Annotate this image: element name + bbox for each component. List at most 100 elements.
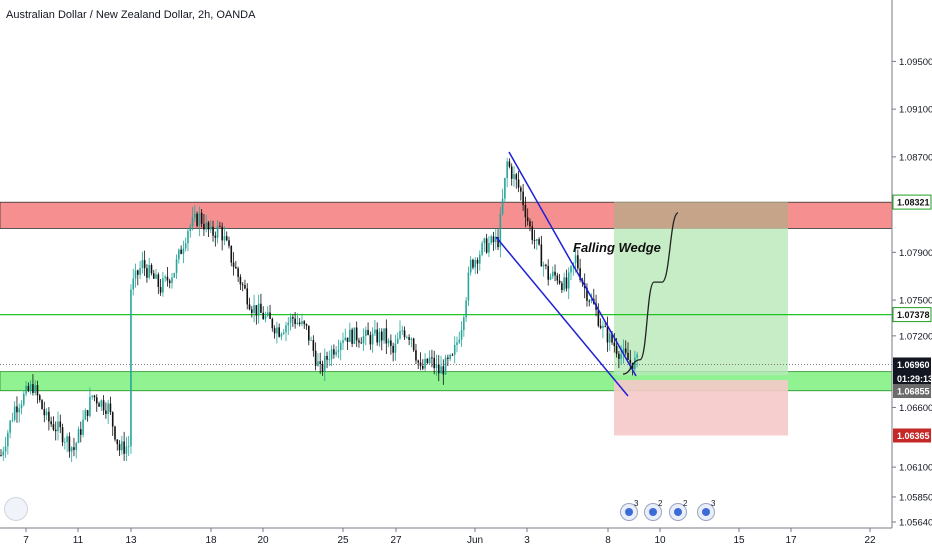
candle-body (2, 451, 5, 456)
candle-body (164, 276, 166, 279)
candle-body (9, 420, 11, 433)
candle-body (34, 385, 36, 393)
candle-body (458, 339, 461, 343)
candle-body (406, 337, 408, 338)
candle-body (32, 384, 34, 393)
candle-body (189, 226, 192, 232)
candle-body (371, 333, 374, 345)
candle-body (387, 340, 390, 344)
candle-body (130, 289, 132, 447)
candle-body (362, 335, 365, 344)
candle-body (18, 408, 21, 413)
candle-body (321, 363, 324, 372)
candle-body (428, 357, 431, 363)
event-count: 3 (634, 499, 639, 508)
candle-body (228, 240, 230, 246)
candle-body (353, 327, 356, 344)
candle-body (159, 286, 162, 293)
candle-body (171, 277, 173, 284)
x-tick-label: 27 (390, 535, 402, 546)
candle-body (16, 406, 18, 413)
x-tick-label: 18 (205, 535, 217, 546)
candle-body (540, 244, 543, 267)
event-marker-1[interactable]: 3 (620, 499, 638, 521)
candle-body (492, 236, 495, 243)
candle-body (86, 410, 89, 416)
candle-body (636, 354, 638, 358)
candle-body (82, 419, 84, 435)
y-tick-label: 1.06100 (899, 463, 932, 474)
candle-body (547, 265, 549, 280)
event-marker-4[interactable]: 3 (697, 499, 715, 521)
price-tag (892, 194, 932, 210)
candle-body (561, 283, 563, 291)
candle-body (485, 238, 488, 253)
candle-body (23, 393, 25, 405)
candle-body (554, 271, 556, 276)
candle-body (89, 396, 91, 416)
event-count: 2 (658, 499, 663, 508)
x-tick-label: 22 (864, 535, 876, 546)
candle-body (526, 217, 529, 222)
candle-body (260, 303, 262, 313)
candle-body (549, 276, 552, 280)
event-marker-3[interactable]: 2 (669, 499, 687, 521)
candle-body (180, 249, 182, 254)
candle-body (216, 225, 219, 238)
calendar-flag-icon (674, 508, 682, 516)
event-marker-2[interactable]: 2 (644, 499, 662, 521)
candle-body (588, 300, 591, 302)
candle-body (463, 317, 465, 331)
target-zone (614, 202, 788, 376)
x-tick-label: 15 (733, 535, 745, 546)
candle-body (68, 436, 71, 452)
candle-body (319, 361, 321, 364)
candle-body (355, 327, 358, 341)
candle-body (538, 239, 540, 245)
candle-body (444, 357, 447, 375)
price-tag (893, 428, 931, 443)
y-tick-label: 1.07900 (899, 248, 932, 259)
candle-body (219, 225, 221, 227)
candle-body (529, 221, 531, 227)
candle-body (494, 236, 497, 243)
calendar-flag-icon (625, 508, 633, 516)
candle-body (504, 177, 506, 199)
candle-body (241, 284, 244, 286)
candle-body (125, 446, 128, 454)
candle-body (627, 352, 629, 360)
candle-body (474, 259, 477, 268)
candle-body (424, 358, 426, 369)
candle-body (394, 343, 397, 353)
wedge-upper-line (508, 151, 637, 377)
y-tick-label: 1.05850 (899, 492, 932, 503)
candle-body (415, 350, 417, 361)
candle-body (369, 335, 372, 345)
candle-body (590, 298, 593, 302)
event-count: 3 (711, 499, 716, 508)
candle-body (358, 340, 360, 343)
candle-body (490, 236, 492, 244)
candle-body (111, 412, 114, 427)
candle-body (43, 409, 46, 416)
tradingview-logo-icon[interactable] (4, 497, 28, 521)
candle-body (524, 205, 527, 218)
candle-body (558, 280, 561, 284)
candle-body (301, 321, 303, 324)
price-tag-label: 1.06960 (897, 360, 930, 370)
candle-body (155, 274, 157, 279)
candle-body (214, 235, 217, 238)
candle-body (187, 231, 189, 244)
candle-body (335, 351, 337, 355)
candle-body (25, 385, 27, 394)
candle-body (613, 342, 616, 347)
candle-body (98, 403, 100, 407)
candle-body (346, 337, 349, 342)
candle-body (499, 213, 502, 248)
candle-body (255, 305, 258, 316)
candle-body (447, 357, 449, 359)
candle-body (536, 239, 538, 241)
candle-body (257, 303, 260, 316)
